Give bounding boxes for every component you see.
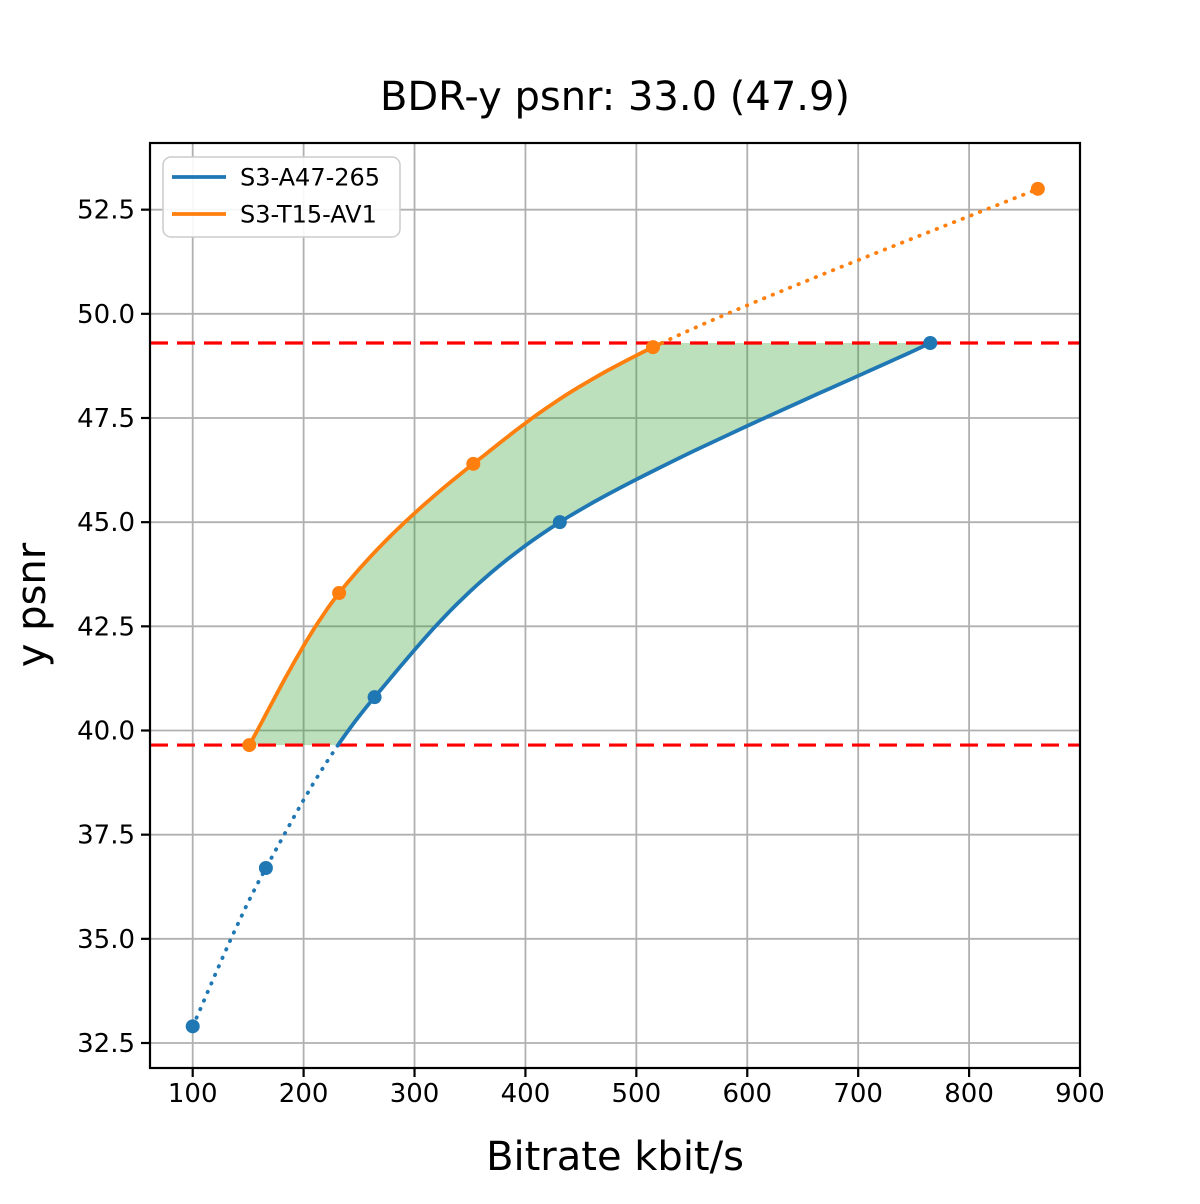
y-tick-label: 52.5 [77,196,135,226]
x-tick-label: 300 [390,1079,440,1109]
curve-s3-t15-av1-dotted [659,186,1040,345]
y-tick-label: 42.5 [77,612,135,642]
bd-area-fill [249,343,931,746]
x-tick-label: 900 [1055,1079,1105,1109]
y-tick-label: 37.5 [77,821,135,851]
data-point-s3-t15-av1 [332,586,347,600]
legend: S3-A47-265 S3-T15-AV1 [162,156,401,238]
y-tick-label: 40.0 [77,717,135,747]
data-point-s3-a47-265 [185,1019,200,1034]
data-point-s3-t15-av1 [242,738,257,753]
data-point-s3-t15-av1 [1030,181,1045,196]
x-tick-label: 700 [833,1079,883,1109]
y-tick-label: 32.5 [77,1029,135,1059]
chart-title: BDR-y psnr: 33.0 (47.9) [380,74,850,120]
data-point-s3-a47-265 [367,690,382,705]
ticks-layer: 100 200 300 400 500 600 700 800 900 32.5 35.0 37.5 4… [77,196,1105,1109]
x-tick-label: 200 [279,1079,329,1109]
data-point-s3-t15-av1 [645,340,660,355]
data-point-s3-a47-265 [258,861,273,875]
plot-border [148,141,1082,1070]
x-tick-label: 800 [944,1079,994,1109]
bd-area-fill-layer [249,343,931,746]
x-axis-label: Bitrate kbit/s [486,1134,744,1180]
threshold-lines-layer [150,341,1080,747]
data-point-s3-a47-265 [552,515,567,530]
data-point-s3-a47-265 [923,336,938,350]
curve-s3-a47-265-dotted [190,743,340,1029]
x-tick-label: 500 [612,1079,662,1109]
curve-s3-a47-265-solid [336,341,932,747]
y-tick-label: 50.0 [77,300,135,330]
legend-label-s3-a47-265: S3-A47-265 [240,164,380,192]
curves-layer [190,186,1040,1029]
y-axis-label: y psnr [9,542,55,667]
x-tick-label: 400 [501,1079,551,1109]
x-tick-label: 100 [168,1079,218,1109]
y-tick-label: 45.0 [77,508,135,538]
curve-s3-t15-av1-solid [247,341,663,747]
legend-label-s3-t15-av1: S3-T15-AV1 [240,201,377,229]
data-point-s3-t15-av1 [466,456,481,471]
grid-layer [150,143,1081,1068]
y-tick-label: 47.5 [77,404,135,434]
x-tick-label: 600 [722,1079,772,1109]
markers-layer [185,181,1045,1034]
y-tick-label: 35.0 [77,925,135,955]
